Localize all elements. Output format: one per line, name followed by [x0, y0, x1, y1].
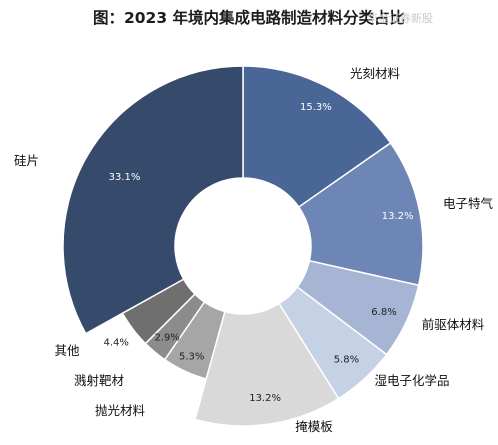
chart-title: 图：2023 年境内集成电路制造材料分类占比	[93, 8, 405, 27]
category-label-4: 湿电子化学品	[374, 373, 449, 388]
category-label-8: 其他	[54, 343, 80, 358]
value-labels-group: 15.3% 13.2% 6.8% 5.8% 13.2% 5.3%2.9% 4.4% 33.1%	[103, 102, 413, 404]
category-label-3: 前驱体材料	[422, 317, 485, 332]
category-label-6: 抛光材料	[95, 403, 146, 418]
slice-5	[194, 302, 340, 427]
value-label-7: 2.9%	[154, 333, 179, 344]
value-label-5: 13.2%	[249, 393, 281, 404]
value-label-6: 5.3%	[179, 351, 204, 362]
value-label-9: 33.1%	[109, 172, 141, 183]
category-label-5: 掩模板	[295, 419, 333, 434]
value-label-1: 15.3%	[300, 102, 332, 113]
watermark-text: 华金证券新股	[367, 11, 433, 25]
category-label-1: 光刻材料	[350, 66, 401, 81]
slice-1	[242, 65, 392, 209]
category-label-7: 溅射靶材	[74, 373, 124, 388]
value-label-2: 13.2%	[382, 211, 414, 222]
value-label-8: 4.4%	[103, 337, 128, 348]
slice-9	[62, 65, 244, 335]
slice-2	[297, 141, 424, 287]
value-label-4: 5.8%	[334, 354, 359, 365]
slices-group	[62, 65, 424, 427]
value-label-3: 6.8%	[371, 307, 396, 318]
category-label-2: 电子特气	[443, 196, 494, 211]
category-label-9: 硅片	[14, 153, 39, 168]
